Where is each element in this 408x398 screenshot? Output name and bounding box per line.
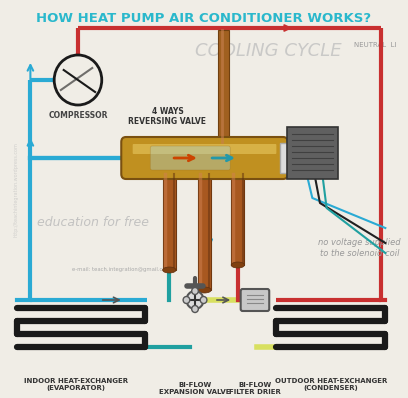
FancyBboxPatch shape bbox=[121, 137, 288, 179]
Text: 4 WAYS
REVERSING VALVE: 4 WAYS REVERSING VALVE bbox=[129, 107, 206, 126]
Text: NEUTRAL  LI: NEUTRAL LI bbox=[354, 42, 397, 48]
Text: HOW HEAT PUMP AIR CONDITIONER WORKS?: HOW HEAT PUMP AIR CONDITIONER WORKS? bbox=[36, 12, 371, 25]
Bar bbox=[231, 172, 244, 265]
FancyBboxPatch shape bbox=[241, 289, 269, 311]
Text: no voltage supplied
to the solenoid coil: no voltage supplied to the solenoid coil bbox=[318, 238, 401, 258]
FancyBboxPatch shape bbox=[287, 127, 338, 179]
Bar bbox=[198, 172, 211, 290]
Circle shape bbox=[192, 306, 198, 312]
FancyBboxPatch shape bbox=[133, 144, 276, 154]
Text: BI-FLOW
FILTER DRIER: BI-FLOW FILTER DRIER bbox=[229, 382, 281, 395]
Ellipse shape bbox=[163, 267, 176, 273]
Circle shape bbox=[186, 291, 204, 309]
Text: BI-FLOW
EXPANSION VALVE: BI-FLOW EXPANSION VALVE bbox=[159, 382, 231, 395]
Text: COMPRESSOR: COMPRESSOR bbox=[48, 111, 108, 120]
FancyBboxPatch shape bbox=[280, 143, 292, 173]
Text: e-mail: teach.integration@gmail.com: e-mail: teach.integration@gmail.com bbox=[72, 267, 171, 273]
FancyBboxPatch shape bbox=[150, 146, 230, 170]
Bar bbox=[163, 172, 176, 270]
Text: COOLING CYCLE: COOLING CYCLE bbox=[195, 42, 341, 60]
Ellipse shape bbox=[198, 287, 211, 293]
Text: http://teachintegration.wordpress.com: http://teachintegration.wordpress.com bbox=[13, 142, 19, 238]
Bar bbox=[218, 30, 229, 142]
Text: OUTDOOR HEAT-EXCHANGER
(CONDENSER): OUTDOOR HEAT-EXCHANGER (CONDENSER) bbox=[275, 378, 387, 391]
Text: education for free: education for free bbox=[37, 215, 149, 228]
Text: INDOOR HEAT-EXCHANGER
(EVAPORATOR): INDOOR HEAT-EXCHANGER (EVAPORATOR) bbox=[24, 378, 128, 391]
Circle shape bbox=[200, 297, 207, 304]
Circle shape bbox=[183, 297, 190, 304]
Circle shape bbox=[192, 287, 198, 295]
Ellipse shape bbox=[231, 262, 244, 268]
